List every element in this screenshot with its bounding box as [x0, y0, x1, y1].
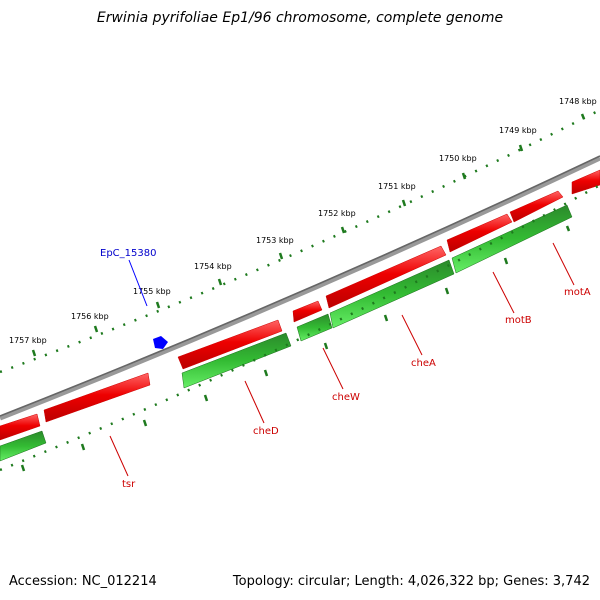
forward-strand-genes — [0, 169, 600, 441]
reverse-strand-genes — [0, 204, 573, 462]
scale-label: 1750 kbp — [439, 154, 477, 163]
gene-arrow[interactable] — [292, 300, 323, 323]
scale-label: 1753 kbp — [256, 236, 294, 245]
inner-major-ticks — [20, 225, 571, 472]
gene-arrow[interactable] — [509, 190, 564, 223]
scale-label: 1757 kbp — [9, 336, 47, 345]
scale-label: 1754 kbp — [194, 262, 232, 271]
gene-arrow[interactable] — [325, 245, 447, 309]
gene-arrow[interactable] — [446, 213, 513, 253]
gene-label[interactable]: cheD — [253, 426, 279, 437]
gene-label[interactable]: motB — [505, 315, 532, 326]
feature-callout-line — [128, 259, 148, 307]
pentagon-marker-icon[interactable] — [153, 336, 168, 349]
gene-label[interactable]: tsr — [122, 479, 136, 490]
gene-arrow[interactable] — [0, 430, 47, 462]
genome-backbone — [0, 155, 600, 421]
gene-arrow[interactable] — [296, 313, 333, 342]
gene-label[interactable]: cheA — [411, 358, 436, 369]
outer-major-ticks — [31, 113, 586, 357]
gene-label[interactable]: motA — [564, 287, 591, 298]
scale-label: 1756 kbp — [71, 312, 109, 321]
scale-label: 1751 kbp — [378, 182, 416, 191]
gene-label[interactable]: cheW — [332, 392, 360, 403]
accession-text: Accession: NC_012214 — [9, 574, 157, 589]
scale-label: 1755 kbp — [133, 287, 171, 296]
gene-callout-lines — [109, 242, 575, 477]
feature-label[interactable]: EpC_15380 — [100, 248, 156, 259]
gene-arrow[interactable] — [43, 372, 151, 423]
gene-arrow[interactable] — [329, 259, 455, 329]
gene-arrow[interactable] — [451, 204, 573, 274]
scale-label: 1752 kbp — [318, 209, 356, 218]
gene-arrow[interactable] — [181, 332, 292, 389]
gene-arrow[interactable] — [0, 413, 41, 441]
scale-label: 1748 kbp — [559, 97, 597, 106]
map-title: Erwinia pyrifoliae Ep1/96 chromosome, co… — [96, 10, 504, 26]
scale-label: 1749 kbp — [499, 126, 537, 135]
gene-arrow[interactable] — [571, 169, 600, 195]
gene-arrow[interactable] — [177, 319, 283, 370]
genome-summary-text: Topology: circular; Length: 4,026,322 bp… — [232, 574, 590, 589]
